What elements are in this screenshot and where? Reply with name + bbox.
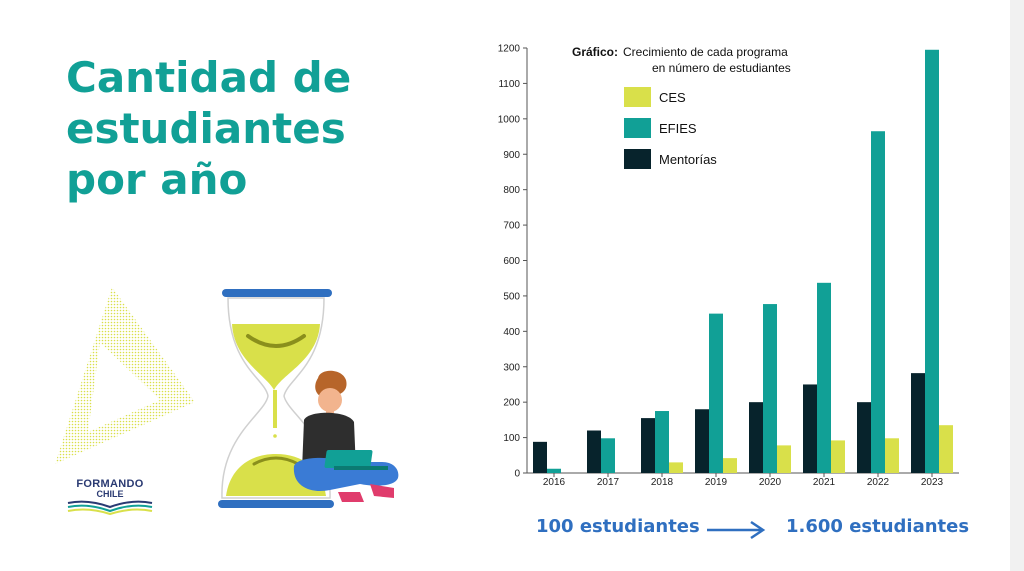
bar-ces-2019: [723, 458, 737, 473]
arrow-right-icon: [707, 520, 766, 540]
formando-chile-logo: FORMANDO CHILE: [64, 478, 156, 520]
chart-title-line1: Crecimiento de cada programa: [623, 45, 788, 59]
student-illustration: [293, 370, 399, 502]
triangle-decoration: [55, 287, 195, 464]
y-tick-label: 300: [503, 362, 520, 373]
legend: CES EFIES Mentorías: [624, 87, 717, 169]
y-tick-label: 700: [503, 221, 520, 232]
legend-label-efies: EFIES: [659, 121, 697, 136]
bar-efies-2017: [601, 438, 615, 473]
bar-efies-2022: [871, 131, 885, 473]
x-tick-label: 2019: [705, 477, 728, 488]
legend-swatch-ces: [624, 87, 651, 107]
bar-ces-2020: [777, 445, 791, 473]
bar-efies-2019: [709, 313, 723, 473]
x-labels: 2016 2017 2018 2019 2020 2021 2022 2023: [543, 473, 944, 488]
bar-mentoras-2019: [695, 409, 709, 473]
bar-mentoras-2018: [641, 418, 655, 473]
x-tick-label: 2017: [597, 477, 620, 488]
y-tick-label: 1100: [498, 79, 520, 90]
y-tick-label: 900: [503, 150, 520, 161]
y-tick-label: 100: [503, 433, 520, 444]
bar-mentoras-2017: [587, 430, 601, 473]
y-tick-label: 1200: [498, 44, 521, 55]
legend-swatch-mentorias: [624, 149, 651, 169]
y-tick-label: 200: [503, 398, 520, 409]
x-tick-label: 2023: [921, 477, 944, 488]
bar-efies-2016: [547, 468, 561, 473]
slide-edge: [1010, 0, 1024, 571]
y-axis: 0 100 200 300 400 500 600 700 800 900 1000 1100 1200: [498, 44, 528, 480]
bar-mentoras-2023: [911, 373, 925, 473]
y-tick-label: 400: [503, 327, 520, 338]
chart-title-line2: en número de estudiantes: [652, 61, 791, 75]
y-tick-label: 800: [503, 185, 520, 196]
logo-line2: CHILE: [96, 489, 124, 499]
bar-mentoras-2016: [533, 441, 547, 473]
bar-efies-2018: [655, 411, 669, 473]
legend-swatch-efies: [624, 118, 651, 138]
hourglass-illustration: [218, 289, 334, 508]
summary-to: 1.600 estudiantes: [786, 516, 970, 537]
bar-mentoras-2020: [749, 402, 763, 473]
bar-ces-2021: [831, 440, 845, 473]
bar-chart: 0 100 200 300 400 500 600 700 800 900 1000 1100 1200…: [490, 36, 970, 491]
x-tick-label: 2016: [543, 477, 566, 488]
bar-mentoras-2021: [803, 384, 817, 473]
bar-efies-2023: [925, 49, 939, 473]
bar-ces-2018: [669, 462, 683, 473]
summary-from: 100 estudiantes: [536, 516, 700, 537]
x-tick-label: 2022: [867, 477, 890, 488]
chart-title-bold: Gráfico:: [572, 45, 618, 59]
bar-ces-2022: [885, 438, 899, 473]
x-tick-label: 2020: [759, 477, 782, 488]
y-tick-label: 500: [503, 291, 520, 302]
bar-efies-2020: [763, 304, 777, 473]
logo-line1: FORMANDO: [76, 478, 144, 490]
x-tick-label: 2021: [813, 477, 836, 488]
legend-label-ces: CES: [659, 90, 686, 105]
x-tick-label: 2018: [651, 477, 674, 488]
bar-ces-2023: [939, 425, 953, 473]
y-tick-label: 1000: [498, 114, 521, 125]
legend-label-mentorias: Mentorías: [659, 152, 717, 167]
y-tick-label: 0: [514, 469, 520, 480]
bar-mentoras-2022: [857, 402, 871, 473]
book-icon: [67, 500, 153, 516]
y-tick-label: 600: [503, 256, 520, 267]
bars: [533, 49, 953, 473]
page-title: Cantidad de estudiantes por año: [66, 53, 352, 204]
bar-efies-2021: [817, 282, 831, 473]
